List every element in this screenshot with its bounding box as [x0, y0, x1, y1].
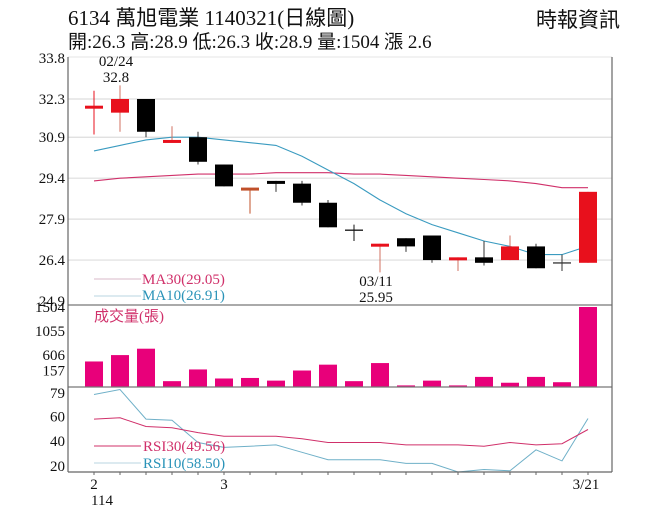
price-tick: 24.9 — [39, 294, 65, 310]
candlestick — [449, 257, 467, 271]
candlestick — [85, 90, 103, 135]
x-label: 3/21 — [573, 477, 600, 493]
volume-bar — [137, 348, 155, 387]
high-date-label: 02/24 — [99, 54, 134, 70]
candlestick — [553, 254, 571, 271]
volume-bar — [475, 376, 493, 387]
volume-bar — [501, 382, 519, 387]
chart-title: 6134 萬旭電業 1140321(日線圖) — [68, 6, 355, 30]
price-tick: 33.8 — [39, 51, 65, 67]
volume-bar — [345, 381, 363, 387]
rsi-tick: 40 — [50, 434, 65, 450]
rsi30-line — [93, 417, 589, 447]
candlestick — [163, 126, 181, 143]
rsi30-legend: RSI30(49.56) — [143, 439, 225, 455]
candlestick — [189, 131, 207, 165]
low-value-label: 25.95 — [359, 290, 393, 306]
volume-bar — [527, 376, 545, 387]
volume-bar — [189, 369, 207, 387]
volume-bar — [553, 382, 571, 387]
rsi-tick: 60 — [50, 410, 65, 426]
candlestick — [475, 240, 493, 266]
volume-bar — [241, 377, 259, 387]
volume-tick: 1504 — [35, 300, 66, 316]
ohlc-summary: 開:26.3 高:28.9 低:26.3 收:28.9 量:1504 漲 2.6 — [68, 32, 432, 53]
volume-bar — [163, 381, 181, 387]
price-panel: 33.8 32.3 30.9 29.4 27.9 26.4 24.9 — [39, 51, 612, 310]
brand-label: 時報資訊 — [536, 8, 620, 32]
rsi-panel: 79 60 40 20 — [50, 386, 612, 475]
volume-bar — [397, 385, 415, 387]
x-label: 3 — [220, 477, 228, 493]
price-tick: 30.9 — [39, 130, 65, 146]
volume-bar — [267, 380, 285, 387]
volume-tick: 157 — [43, 364, 66, 380]
price-tick: 29.4 — [39, 171, 66, 187]
volume-bar — [423, 380, 441, 387]
volume-bar — [319, 364, 337, 387]
rsi10-line — [93, 388, 589, 473]
low-date-label: 03/11 — [359, 274, 393, 290]
year-label: 114 — [91, 493, 113, 509]
candlestick — [215, 164, 233, 187]
volume-tick: 606 — [43, 348, 66, 364]
ma10-line — [93, 136, 589, 256]
candlestick — [371, 243, 389, 273]
candlestick — [111, 85, 129, 132]
price-tick: 32.3 — [39, 92, 65, 108]
x-axis: 2 3 3/21 — [67, 57, 613, 493]
high-value-label: 32.8 — [103, 70, 129, 86]
ma30-line — [93, 172, 588, 189]
candlestick — [501, 235, 519, 261]
candlestick — [397, 238, 415, 252]
candlestick — [293, 180, 311, 206]
candlestick — [267, 180, 285, 192]
volume-bar — [85, 361, 103, 387]
ma30-legend: MA30(29.05) — [142, 272, 225, 288]
candlestick — [423, 235, 441, 263]
volume-bar — [371, 363, 389, 387]
candlestick — [319, 200, 337, 228]
ma10-legend: MA10(26.91) — [142, 288, 225, 304]
rsi10-legend: RSI10(58.50) — [143, 456, 225, 472]
volume-bar — [215, 378, 233, 387]
price-tick: 26.4 — [39, 253, 66, 269]
rsi-tick: 79 — [50, 386, 65, 402]
volume-title: 成交量(張) — [94, 307, 164, 325]
rsi-tick: 20 — [50, 459, 65, 475]
candlestick — [579, 191, 597, 263]
candlestick — [345, 224, 363, 241]
price-tick: 27.9 — [39, 212, 65, 228]
volume-tick: 1055 — [35, 324, 65, 340]
volume-bar — [449, 385, 467, 387]
candlestick — [137, 99, 155, 138]
candlestick — [527, 243, 545, 269]
x-label: 2 — [90, 477, 98, 493]
volume-bar — [579, 307, 597, 387]
candlestick — [241, 187, 259, 214]
volume-bar — [111, 355, 129, 387]
volume-bar — [293, 370, 311, 387]
